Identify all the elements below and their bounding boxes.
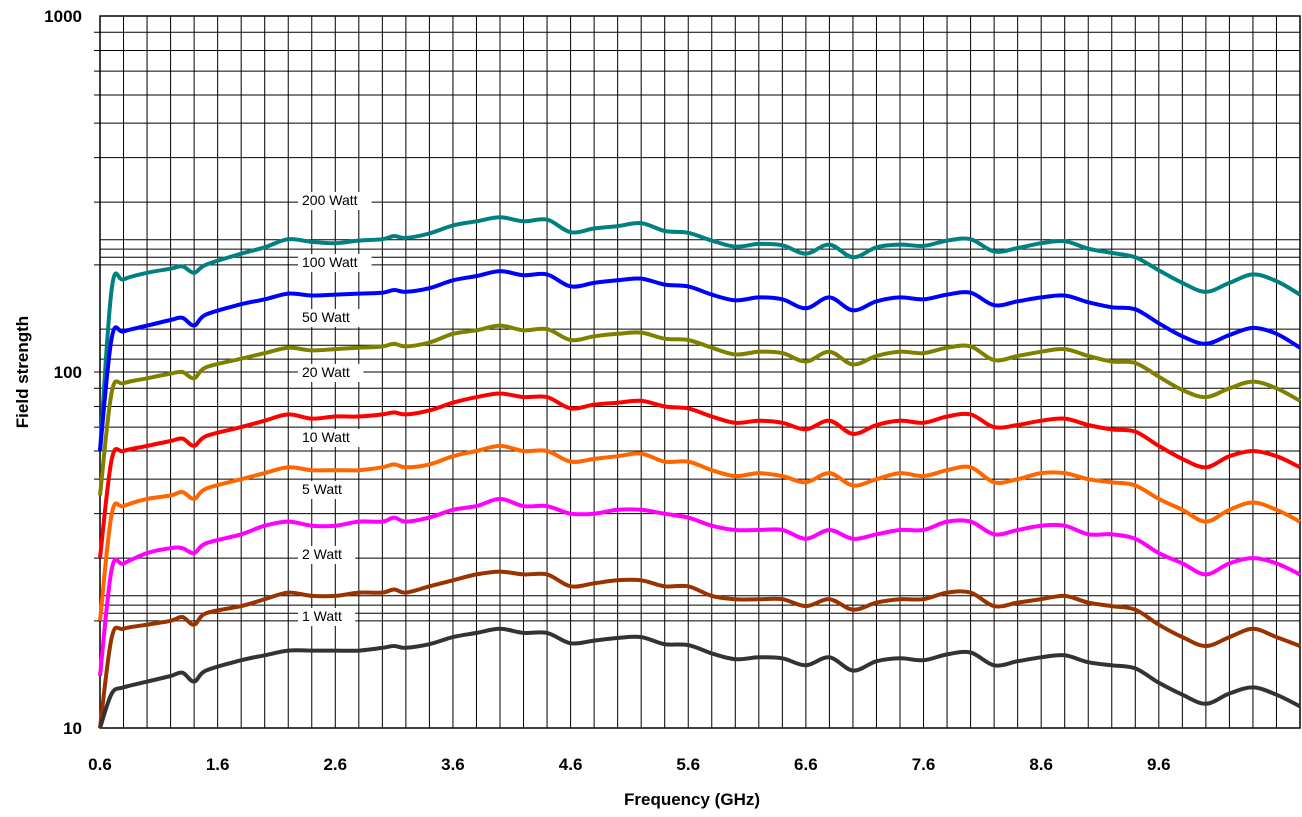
series-label-10-watt: 10 Watt	[302, 429, 350, 445]
series-line-20-watt	[98, 391, 1301, 559]
series-label-bg	[298, 309, 364, 327]
x-tick-label: 3.6	[441, 755, 465, 774]
series-line-10-watt	[98, 443, 1301, 622]
series-label-50-watt: 50 Watt	[302, 309, 350, 325]
x-tick-label: 1.6	[206, 755, 230, 774]
x-tick-label: 9.6	[1147, 755, 1171, 774]
x-tick-label: 2.6	[323, 755, 347, 774]
x-tick-label: 5.6	[676, 755, 700, 774]
series-line-2-watt	[98, 569, 1301, 729]
series-label-bg	[298, 254, 372, 272]
x-tick-label: 6.6	[794, 755, 818, 774]
x-tick-label: 4.6	[559, 755, 583, 774]
series-label-100-watt: 100 Watt	[302, 254, 358, 270]
x-axis-title: Frequency (GHz)	[624, 790, 760, 809]
axis-tick-labels: 0.6 1.6 2.6 3.6 4.6 5.6 6.6 7.6 8.6 9.6 10 100 1000	[44, 7, 1170, 774]
x-tick-label: 7.6	[912, 755, 936, 774]
plot-area-border	[99, 15, 1301, 729]
plot-gridlines	[94, 16, 1300, 728]
y-tick-label: 1000	[44, 7, 82, 26]
series-line-1-watt	[98, 626, 1301, 729]
series-label-5-watt: 5 Watt	[302, 481, 342, 497]
y-tick-label: 10	[63, 719, 82, 738]
series-label-2-watt: 2 Watt	[302, 546, 342, 562]
series-label-20-watt: 20 Watt	[302, 364, 350, 380]
series-label-bg	[298, 481, 356, 499]
series-label-bg	[298, 546, 356, 564]
series-label-200-watt: 200 Watt	[302, 192, 358, 208]
series-lines	[98, 215, 1302, 729]
series-line-5-watt	[98, 496, 1301, 677]
x-tick-label: 0.6	[88, 755, 112, 774]
series-label-1-watt: 1 Watt	[302, 608, 342, 624]
series-line-50-watt	[98, 323, 1301, 496]
series-label-bg	[298, 608, 356, 626]
series-line-100-watt	[98, 269, 1302, 452]
y-tick-label: 100	[54, 363, 82, 382]
series-label-bg	[298, 429, 364, 447]
series-labels: 200 Watt 100 Watt 50 Watt 20 Watt 10 Watt 5 W…	[298, 192, 372, 626]
y-axis-title: Field strength	[13, 316, 32, 428]
series-line-200-watt	[98, 215, 1302, 452]
series-label-bg	[298, 364, 364, 382]
series-label-bg	[298, 192, 372, 210]
x-tick-label: 8.6	[1029, 755, 1053, 774]
